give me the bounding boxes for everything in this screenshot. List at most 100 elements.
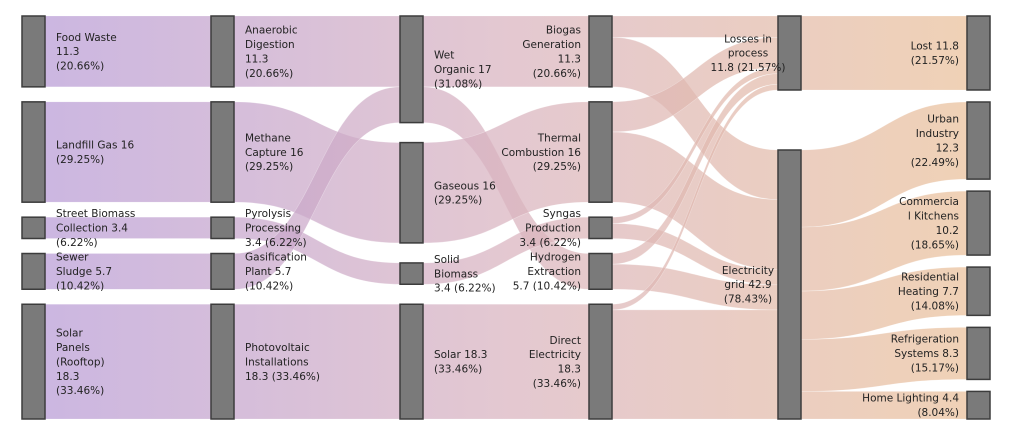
node-label-line: Biogas [546,25,581,37]
node-label-line: Panels [56,342,90,354]
node-hydrogen-extraction[interactable] [588,252,613,290]
node-electricity-grid[interactable] [777,149,802,420]
node-sewer-sludge[interactable] [21,252,46,290]
node-label-line: Methane [245,132,291,144]
node-syngas-production[interactable] [588,216,613,240]
node-refrigeration-systems[interactable] [966,326,991,381]
link-direct-electricity-to-electricity-grid [611,309,779,420]
node-photovoltaic-installations[interactable] [210,303,235,420]
node-label-line: Thermal [537,132,581,144]
node-label-line: (29.25%) [245,161,293,173]
node-losses-in-process[interactable] [777,15,802,91]
node-label-line: (31.08%) [434,78,482,90]
labels-layer: Food Waste 11.3 (20.66%) Landfill Gas 16 (29… [56,25,959,420]
node-methane-capture[interactable] [210,101,235,203]
node-label-syngas-production: Syngas Production 3.4 (6.22%) [519,208,581,249]
node-label-photovoltaic-installations: Photovoltaic Installations 18.3 (33.46%) [245,342,320,383]
node-label-line: (20.66%) [56,61,104,73]
node-label-commercial-kitchens: Commercia l Kitchens 10.2 (18.65%) [899,196,959,251]
node-label-line: Urban [927,114,959,126]
node-label-line: Losses in [724,33,772,45]
node-label-line: 12.3 [936,143,959,155]
node-label-line: Food Waste [56,32,117,44]
node-wet-organic[interactable] [399,15,424,124]
node-label-biogas-generation: Biogas Generation 11.3 (20.66%) [522,25,581,80]
node-label-line: 5.7 (10.42%) [513,281,581,293]
node-label-line: Solar [56,328,83,340]
node-urban-industry[interactable] [966,101,991,180]
node-label-line: (10.42%) [56,281,104,293]
node-label-hydrogen-extraction: Hydrogen Extraction 5.7 (10.42%) [513,252,581,293]
node-label-line: Solid [434,254,460,266]
node-commercial-kitchens[interactable] [966,190,991,256]
node-food-waste[interactable] [21,15,46,88]
node-label-line: Lost 11.8 [911,41,959,53]
node-label-electricity-grid: Electricity grid 42.9 (78.43%) [722,265,774,306]
node-label-line: (22.49%) [911,157,959,169]
node-label-anaerobic-digestion: Anaerobic Digestion 11.3 (20.66%) [245,25,298,80]
node-solid-biomass[interactable] [399,262,424,285]
node-label-sewer-sludge: Sewer Sludge 5.7 (10.42%) [56,252,112,293]
node-label-losses-in-process: Losses in process 11.8 (21.57%) [711,33,786,74]
node-label-line: Production [525,223,581,235]
node-label-direct-electricity: Direct Electricity 18.3 (33.46%) [529,335,581,390]
node-label-line: Collection 3.4 [56,223,128,235]
node-label-thermal-combustion: Thermal Combustion 16 (29.25%) [501,132,581,173]
link-landfill-gas-to-methane-capture [44,101,212,203]
node-residential-heating[interactable] [966,266,991,317]
node-label-line: (10.42%) [245,281,293,293]
node-landfill-gas[interactable] [21,101,46,203]
node-label-line: (29.25%) [533,161,581,173]
nodes-layer [21,15,991,420]
node-anaerobic-digestion[interactable] [210,15,235,88]
node-label-solar-panels: Solar Panels (Rooftop) 18.3 (33.46%) [56,328,105,398]
node-label-wet-organic: Wet Organic 17 (31.08%) [434,50,492,91]
node-label-methane-capture: Methane Capture 16 (29.25%) [245,132,304,173]
node-label-line: Anaerobic [245,25,298,37]
node-label-line: Landfill Gas 16 [56,140,134,152]
node-label-line: Heating 7.7 [898,286,959,298]
node-label-line: l Kitchens [908,211,959,223]
node-label-solar: Solar 18.3 (33.46%) [434,349,487,375]
node-solar[interactable] [399,303,424,420]
node-label-line: (78.43%) [724,294,772,306]
node-solar-panels[interactable] [21,303,46,420]
node-label-line: Hydrogen [530,252,581,264]
node-label-line: Installations [245,356,309,368]
node-label-line: 11.3 [245,53,268,65]
node-thermal-combustion[interactable] [588,101,613,203]
node-home-lighting[interactable] [966,390,991,420]
node-pyrolysis-processing[interactable] [210,216,235,240]
node-label-line: 11.3 [558,53,581,65]
node-label-line: Refrigeration [891,334,959,346]
node-label-line: 18.3 (33.46%) [245,371,320,383]
node-label-street-biomass: Street Biomass Collection 3.4 (6.22%) [56,208,135,249]
node-label-line: Commercia [899,196,959,208]
node-gaseous[interactable] [399,141,424,244]
node-label-gaseous: Gaseous 16 (29.25%) [434,180,496,206]
node-label-lost: Lost 11.8 (21.57%) [911,41,959,67]
node-label-line: (14.08%) [911,300,959,312]
node-label-line: 18.3 [558,364,581,376]
node-label-line: Plant 5.7 [245,266,292,278]
node-label-line: 11.8 (21.57%) [711,62,786,74]
node-label-residential-heating: Residential Heating 7.7 (14.08%) [898,272,959,313]
node-label-pyrolysis-processing: Pyrolysis Processing 3.4 (6.22%) [245,208,307,249]
node-direct-electricity[interactable] [588,303,613,420]
node-label-line: (20.66%) [533,68,581,80]
node-lost[interactable] [966,15,991,91]
node-label-line: (6.22%) [56,237,98,249]
node-gasification-plant[interactable] [210,252,235,290]
node-label-home-lighting: Home Lighting 4.4 (8.04%) [862,393,959,419]
node-label-line: 3.4 (6.22%) [434,283,496,295]
node-label-line: (33.46%) [56,385,104,397]
node-biogas-generation[interactable] [588,15,613,88]
node-label-line: Home Lighting 4.4 [862,393,959,405]
node-label-line: Wet [434,50,454,62]
node-label-line: (8.04%) [917,407,959,419]
node-label-line: process [728,48,768,60]
node-label-line: Biomass [434,268,478,280]
node-label-line: Gaseous 16 [434,180,496,192]
node-label-line: Organic 17 [434,64,492,76]
node-street-biomass[interactable] [21,216,46,240]
